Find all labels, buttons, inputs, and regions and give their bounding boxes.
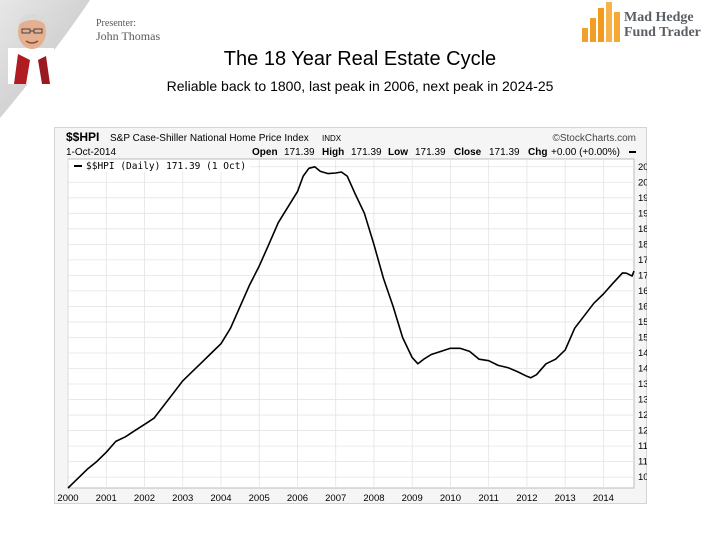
presenter-label: Presenter: [96,18,136,29]
chart-date: 1-Oct-2014 [66,147,116,158]
x-tick-label: 2014 [593,493,614,504]
chart-watermark: ©StockCharts.com [552,133,636,144]
presenter-name: John Thomas [96,29,161,43]
chart-exchange: INDX [322,134,342,143]
quote-line: Open 171.39 High 171.39 Low 171.39 Close… [252,147,620,158]
x-tick-label: 2007 [325,493,346,504]
quote-chg-value: +0.00 (+0.00%) [551,147,620,158]
y-tick-label: 175 [638,255,647,266]
y-tick-label: 105 [638,472,647,483]
brand-logo-icon [582,2,620,42]
x-tick-label: 2004 [210,493,231,504]
legend-box [70,160,250,172]
quote-high-value: 171.39 [351,147,382,158]
x-tick-label: 2002 [134,493,155,504]
hpi-series-line [67,166,635,489]
y-tick-label: 180 [638,239,647,250]
quote-open-label: Open [252,147,278,158]
presenter-photo [8,14,54,84]
x-tick-label: 2010 [440,493,461,504]
y-tick-label: 140 [638,364,647,375]
quote-low-value: 171.39 [415,147,446,158]
y-tick-label: 190 [638,208,647,219]
x-tick-label: 2008 [363,493,384,504]
y-tick-label: 185 [638,224,647,235]
y-tick-label: 145 [638,348,647,359]
x-tick-label: 2003 [172,493,193,504]
x-tick-label: 2011 [478,493,498,504]
slide-title: The 18 Year Real Estate Cycle [223,48,497,70]
y-axis-ticks: 105 110 115 120 125 130 135 140 145 150 155 160 165 1… [638,162,647,483]
quote-close-value: 171.39 [489,147,520,158]
plot-area [67,158,635,489]
y-tick-label: 110 [638,457,647,468]
x-tick-label: 2013 [555,493,576,504]
x-tick-label: 2009 [402,493,423,504]
presenter-block: Presenter: John Thomas [96,18,160,43]
quote-close-label: Close [454,147,482,158]
y-tick-label: 135 [638,379,647,390]
legend-label: $$HPI (Daily) 171.39 (1 Oct) [86,161,246,172]
quote-chg-label: Chg [528,147,547,158]
grid-lines [67,159,634,488]
x-tick-label: 2000 [57,493,78,504]
quote-open-value: 171.39 [284,147,315,158]
chart-description: S&P Case-Shiller National Home Price Ind… [110,133,309,144]
brand-line-2: Fund Trader [624,25,701,40]
y-tick-label: 165 [638,286,647,297]
x-tick-label: 2001 [96,493,117,504]
y-tick-label: 170 [638,270,647,281]
y-tick-label: 125 [638,410,647,421]
quote-high-label: High [322,147,344,158]
brand-name: Mad Hedge Fund Trader [624,10,701,40]
y-tick-label: 205 [638,162,647,173]
y-tick-label: 120 [638,426,647,437]
slide-subtitle: Reliable back to 1800, last peak in 2006… [166,78,554,94]
x-axis-ticks: 2000 2001 2002 2003 2004 2005 2006 2007 2008 2009… [57,493,614,504]
y-tick-label: 155 [638,317,647,328]
y-tick-label: 160 [638,301,647,312]
price-chart: $$HPI S&P Case-Shiller National Home Pri… [57,130,647,504]
x-tick-label: 2012 [516,493,537,504]
quote-low-label: Low [388,147,408,158]
y-tick-label: 200 [638,177,647,188]
x-tick-label: 2005 [249,493,270,504]
chart-symbol: $$HPI [66,130,99,144]
brand-line-1: Mad Hedge [624,10,694,25]
y-tick-label: 195 [638,193,647,204]
y-tick-label: 115 [638,441,647,452]
x-tick-label: 2006 [287,493,308,504]
y-tick-label: 130 [638,395,647,406]
y-tick-label: 150 [638,332,647,343]
